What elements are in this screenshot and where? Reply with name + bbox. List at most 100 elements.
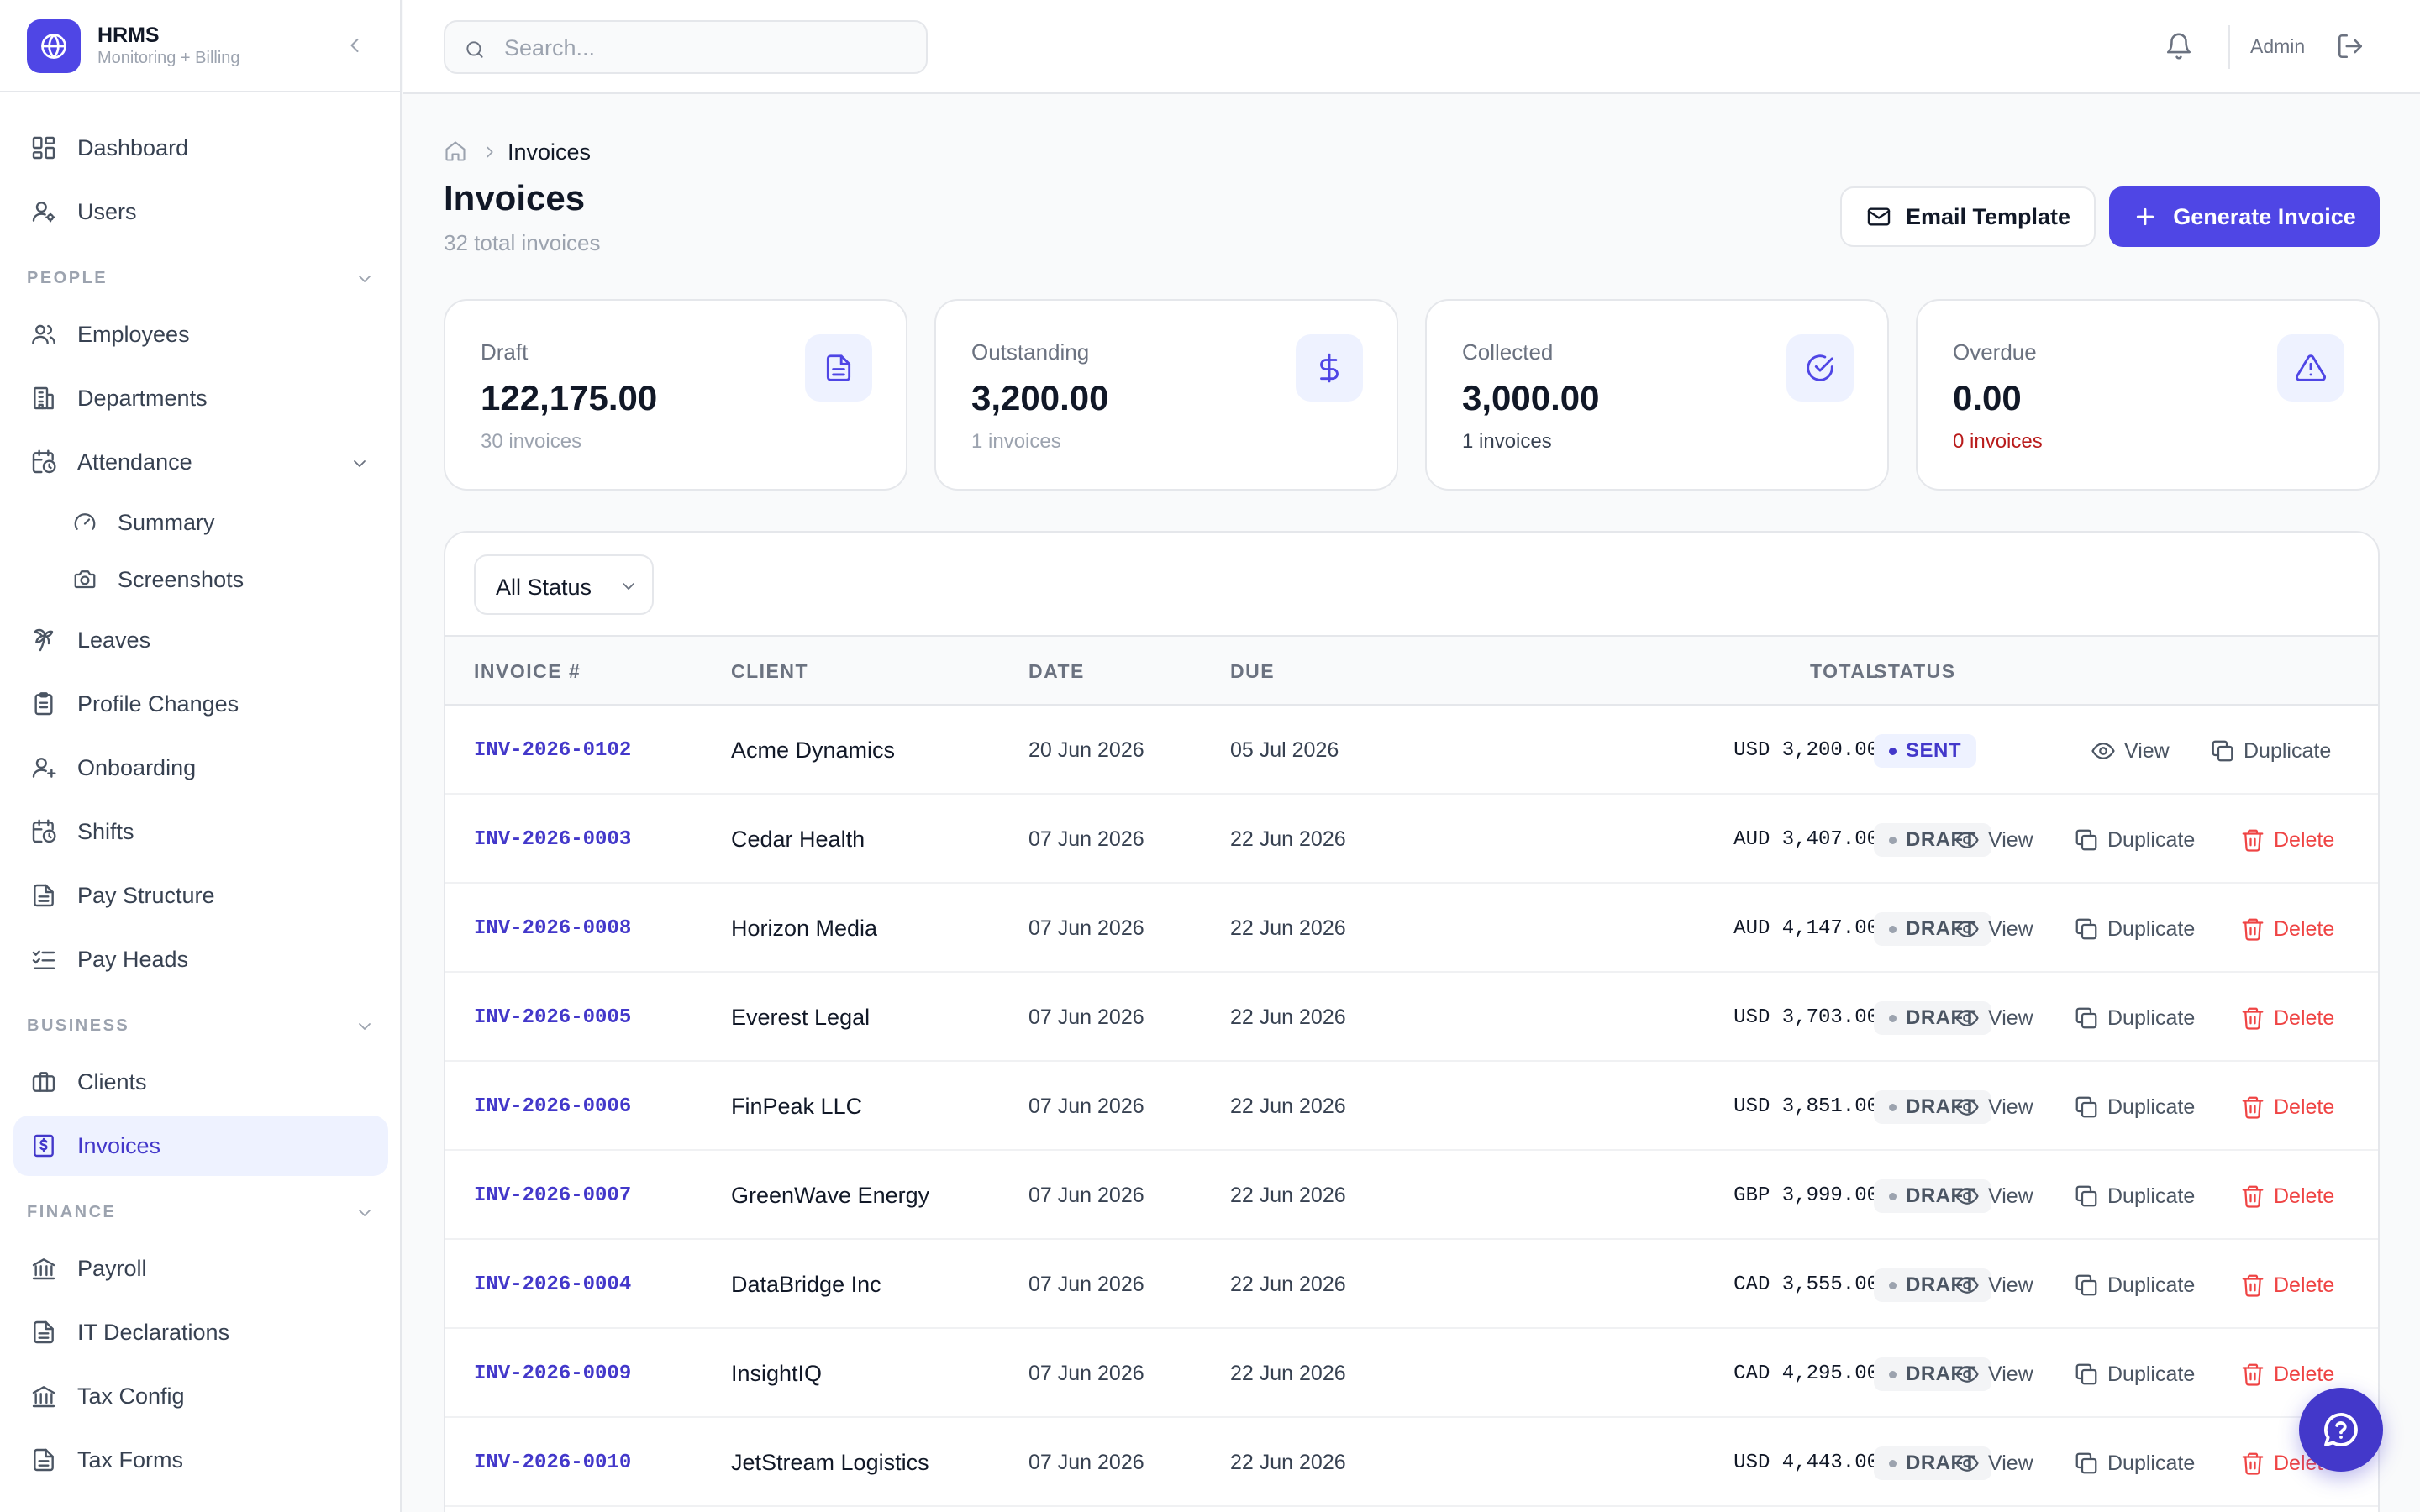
delete-button[interactable]: Delete bbox=[2240, 1001, 2334, 1035]
sidebar-item-it-declarations[interactable]: IT Declarations bbox=[13, 1302, 388, 1362]
trash-icon bbox=[2240, 827, 2265, 853]
view-button[interactable]: View bbox=[1954, 1179, 2033, 1213]
table-row[interactable]: INV-2026-0005 Everest Legal 07 Jun 2026 22 … bbox=[445, 973, 2378, 1062]
invoice-number-link[interactable]: INV-2026-0008 bbox=[474, 917, 632, 940]
email-template-button[interactable]: Email Template bbox=[1840, 186, 2096, 247]
home-icon[interactable] bbox=[444, 139, 467, 163]
view-button[interactable]: View bbox=[1954, 1001, 2033, 1035]
view-button[interactable]: View bbox=[1954, 912, 2033, 946]
view-button[interactable]: View bbox=[1954, 1446, 2033, 1480]
invoice-number-link[interactable]: INV-2026-0005 bbox=[474, 1006, 632, 1029]
sidebar-item-label: Profile Changes bbox=[77, 690, 239, 717]
sidebar-item-label: Clients bbox=[77, 1068, 147, 1095]
delete-button[interactable]: Delete bbox=[2240, 1357, 2334, 1391]
column-header-due[interactable]: DUE bbox=[1230, 660, 1276, 682]
sidebar-item-users[interactable]: Users bbox=[13, 181, 388, 242]
delete-button[interactable]: Delete bbox=[2240, 1179, 2334, 1213]
column-header-status[interactable]: STATUS bbox=[1874, 660, 1956, 682]
sidebar-item-leaves[interactable]: Leaves bbox=[13, 610, 388, 670]
table-row[interactable]: INV-2026-0010 JetStream Logistics 07 Jun 2… bbox=[445, 1418, 2378, 1507]
invoice-number-link[interactable]: INV-2026-0010 bbox=[474, 1452, 632, 1474]
invoice-date: 07 Jun 2026 bbox=[1028, 827, 1144, 851]
help-chat-button[interactable] bbox=[2299, 1388, 2383, 1472]
eye-icon bbox=[1954, 1184, 1980, 1209]
sidebar-item-tax-forms[interactable]: Tax Forms bbox=[13, 1430, 388, 1490]
user-name[interactable]: Admin bbox=[2250, 35, 2306, 57]
table-row[interactable]: INV-2026-0102 Acme Dynamics 20 Jun 2026 05 … bbox=[445, 706, 2378, 795]
duplicate-button[interactable]: Duplicate bbox=[2074, 1179, 2195, 1213]
invoice-number-link[interactable]: INV-2026-0102 bbox=[474, 739, 632, 762]
sidebar-item-payroll[interactable]: Payroll bbox=[13, 1238, 388, 1299]
view-button[interactable]: View bbox=[1954, 1268, 2033, 1302]
copy-icon bbox=[2210, 738, 2235, 764]
delete-button[interactable]: Delete bbox=[2240, 823, 2334, 857]
table-row[interactable]: INV-2026-0007 GreenWave Energy 07 Jun 2026… bbox=[445, 1151, 2378, 1240]
view-button[interactable]: View bbox=[1954, 1357, 2033, 1391]
invoice-number-link[interactable]: INV-2026-0003 bbox=[474, 828, 632, 851]
sidebar-item-shifts[interactable]: Shifts bbox=[13, 801, 388, 862]
duplicate-button[interactable]: Duplicate bbox=[2074, 1357, 2195, 1391]
search-box[interactable] bbox=[444, 20, 928, 74]
delete-button[interactable]: Delete bbox=[2240, 912, 2334, 946]
chevron-down-icon[interactable] bbox=[355, 1016, 375, 1037]
sidebar-item-dashboard[interactable]: Dashboard bbox=[13, 118, 388, 178]
duplicate-button[interactable]: Duplicate bbox=[2074, 1268, 2195, 1302]
globe-icon[interactable] bbox=[27, 19, 81, 73]
table-row[interactable]: INV-2026-0006 FinPeak LLC 07 Jun 2026 22 Ju… bbox=[445, 1062, 2378, 1151]
sidebar-item-pay-structure[interactable]: Pay Structure bbox=[13, 865, 388, 926]
delete-button[interactable]: Delete bbox=[2240, 1268, 2334, 1302]
column-header-client[interactable]: CLIENT bbox=[731, 660, 809, 682]
duplicate-button[interactable]: Duplicate bbox=[2074, 912, 2195, 946]
view-label: View bbox=[1988, 1184, 2033, 1208]
trash-icon bbox=[2240, 1095, 2265, 1120]
chevron-down-icon bbox=[350, 454, 370, 474]
sidebar-item-profile-changes[interactable]: Profile Changes bbox=[13, 674, 388, 734]
view-button[interactable]: View bbox=[1954, 823, 2033, 857]
collapse-sidebar-chevron-left-icon[interactable] bbox=[343, 34, 366, 57]
invoice-number-link[interactable]: INV-2026-0004 bbox=[474, 1273, 632, 1296]
duplicate-button[interactable]: Duplicate bbox=[2074, 1446, 2195, 1480]
file-icon bbox=[805, 334, 872, 402]
due-date: 22 Jun 2026 bbox=[1230, 1184, 1346, 1207]
view-button[interactable]: View bbox=[2091, 734, 2170, 768]
section-label-finance: FINANCE bbox=[27, 1203, 117, 1221]
column-header-date[interactable]: DATE bbox=[1028, 660, 1085, 682]
view-button[interactable]: View bbox=[1954, 1090, 2033, 1124]
generate-invoice-button[interactable]: Generate Invoice bbox=[2109, 186, 2380, 247]
invoice-number-link[interactable]: INV-2026-0009 bbox=[474, 1362, 632, 1385]
invoice-number-link[interactable]: INV-2026-0007 bbox=[474, 1184, 632, 1207]
sidebar-item-onboarding[interactable]: Onboarding bbox=[13, 738, 388, 798]
duplicate-button[interactable]: Duplicate bbox=[2210, 734, 2331, 768]
duplicate-button[interactable]: Duplicate bbox=[2074, 1090, 2195, 1124]
table-row[interactable]: INV-2026-0004 DataBridge Inc 07 Jun 2026 22… bbox=[445, 1240, 2378, 1329]
sidebar-item-invoices[interactable]: Invoices bbox=[13, 1116, 388, 1176]
logout-icon[interactable] bbox=[2336, 32, 2365, 60]
table-row[interactable]: INV-2026-0009 InsightIQ 07 Jun 2026 22 Jun … bbox=[445, 1329, 2378, 1418]
status-filter-select[interactable]: All Status bbox=[474, 554, 654, 615]
topbar: Admin bbox=[403, 0, 2420, 94]
duplicate-label: Duplicate bbox=[2107, 1451, 2196, 1475]
sidebar-item-attendance[interactable]: Attendance bbox=[13, 432, 388, 492]
delete-button[interactable]: Delete bbox=[2240, 1090, 2334, 1124]
chevron-down-icon[interactable] bbox=[355, 269, 375, 289]
sidebar-item-tax-config[interactable]: Tax Config bbox=[13, 1366, 388, 1426]
sidebar-item-departments[interactable]: Departments bbox=[13, 368, 388, 428]
sidebar-item-pay-heads[interactable]: Pay Heads bbox=[13, 929, 388, 990]
table-row[interactable]: INV-2026-0003 Cedar Health 07 Jun 2026 22 J… bbox=[445, 795, 2378, 884]
building-icon bbox=[30, 385, 57, 412]
search-input[interactable] bbox=[504, 32, 908, 64]
table-row[interactable]: INV-2026-0008 Horizon Media 07 Jun 2026 22 … bbox=[445, 884, 2378, 973]
sidebar-item-screenshots[interactable]: Screenshots bbox=[13, 549, 388, 610]
duplicate-button[interactable]: Duplicate bbox=[2074, 823, 2195, 857]
chevron-down-icon[interactable] bbox=[355, 1203, 375, 1223]
sidebar-item-summary[interactable]: Summary bbox=[13, 492, 388, 553]
column-header-total[interactable]: TOTAL bbox=[1809, 660, 1879, 682]
sidebar-item-clients[interactable]: Clients bbox=[13, 1052, 388, 1112]
sidebar-item-employees[interactable]: Employees bbox=[13, 304, 388, 365]
briefcase-icon bbox=[30, 1068, 57, 1095]
bell-icon[interactable] bbox=[2165, 32, 2193, 60]
duplicate-button[interactable]: Duplicate bbox=[2074, 1001, 2195, 1035]
delete-label: Delete bbox=[2274, 1184, 2335, 1208]
invoice-number-link[interactable]: INV-2026-0006 bbox=[474, 1095, 632, 1118]
column-header-invoice[interactable]: INVOICE # bbox=[474, 660, 581, 682]
